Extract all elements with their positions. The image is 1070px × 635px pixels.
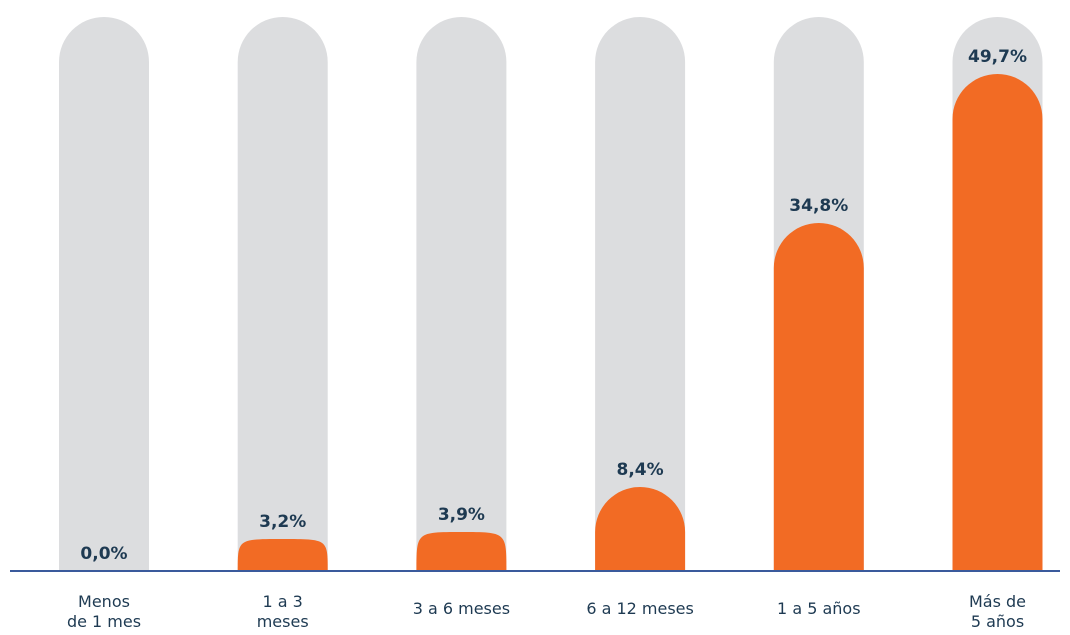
bar — [595, 487, 686, 571]
data-label: 34,8% — [789, 196, 848, 216]
bar — [952, 74, 1043, 571]
data-label: 3,9% — [438, 505, 485, 525]
data-label: 49,7% — [968, 47, 1027, 67]
category-label: Más de 5 años — [969, 592, 1026, 631]
category-label: 3 a 6 meses — [413, 599, 510, 618]
bar-track — [416, 17, 507, 572]
bar — [237, 539, 328, 571]
category-label: 1 a 3 meses — [257, 592, 309, 631]
bar-track — [595, 17, 686, 572]
bar-track — [237, 16, 328, 571]
value-labels: 0,0% 3,2% 3,9% 8,4% 34,8% 49,7% — [80, 47, 1027, 564]
bar — [773, 223, 864, 572]
bar-tracks — [59, 16, 1043, 572]
bars — [237, 74, 1043, 572]
category-labels: Menos de 1 mes 1 a 3 meses 3 a 6 meses 6 a 12… — [67, 592, 1026, 631]
data-label: 0,0% — [80, 544, 127, 564]
bar — [416, 532, 507, 571]
data-label: 3,2% — [259, 512, 306, 532]
category-label: 6 a 12 meses — [586, 599, 694, 618]
category-label: 1 a 5 años — [777, 599, 861, 618]
bar-track — [59, 17, 149, 571]
data-label: 8,4% — [617, 460, 664, 480]
category-label: Menos de 1 mes — [67, 592, 141, 631]
